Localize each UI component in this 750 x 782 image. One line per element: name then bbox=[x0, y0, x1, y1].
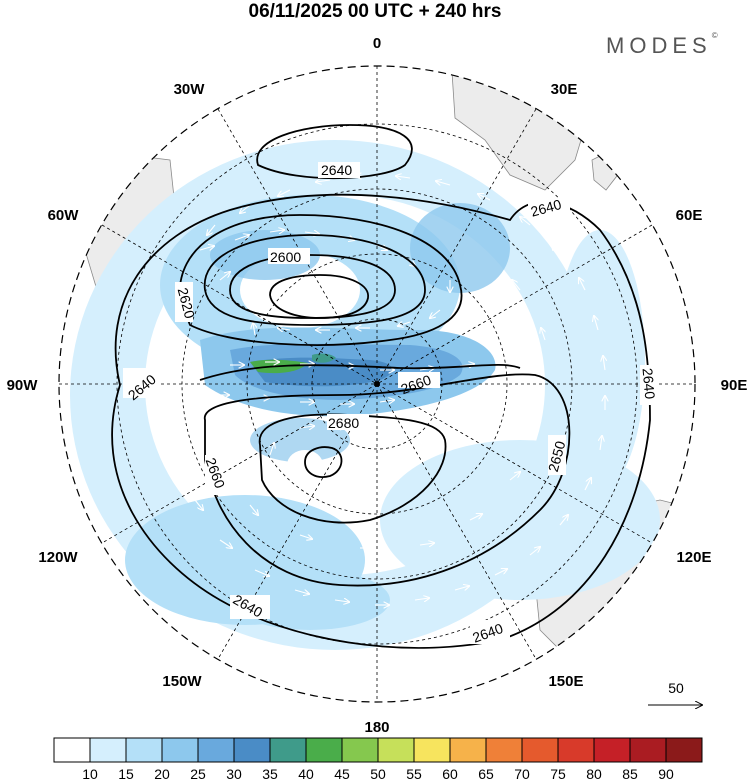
meridian-label-150e: 150E bbox=[548, 673, 583, 690]
colorbar-tick-label: 25 bbox=[190, 766, 206, 782]
meridian-label-0: 0 bbox=[373, 35, 381, 52]
map-boundary bbox=[58, 65, 696, 703]
colorbar-swatch bbox=[593, 737, 631, 763]
colorbar-tick-label: 45 bbox=[334, 766, 350, 782]
colorbar-swatch bbox=[629, 737, 667, 763]
contour-2660-outer bbox=[204, 373, 571, 587]
copyright-mark: © bbox=[711, 31, 718, 40]
colorbar-swatch bbox=[557, 737, 595, 763]
colorbar-swatch bbox=[161, 737, 199, 763]
colorbar-tick-label: 90 bbox=[658, 766, 674, 782]
colorbar-swatch bbox=[125, 737, 163, 763]
colorbar-tick-label: 80 bbox=[586, 766, 602, 782]
brand-logo: MODES© bbox=[606, 31, 718, 59]
wind-reference: 50 bbox=[648, 680, 702, 705]
contour-2700 bbox=[304, 446, 343, 478]
contour-2640-north bbox=[256, 124, 413, 180]
colorbar-ticks: 10 15 20 25 30 35 40 45 50 55 60 65 70 75 80 85 90 bbox=[82, 766, 674, 782]
colorbar-tick-label: 40 bbox=[298, 766, 314, 782]
colorbar-swatch bbox=[521, 737, 559, 763]
colorbar-tick-label: 50 bbox=[370, 766, 386, 782]
colorbar-swatch bbox=[305, 737, 343, 763]
meridian-label-150w: 150W bbox=[162, 673, 202, 690]
colorbar-tick-label: 70 bbox=[514, 766, 530, 782]
contour-label: 2680 bbox=[328, 415, 359, 431]
colorbar-swatch bbox=[665, 737, 703, 763]
colorbar-swatch bbox=[197, 737, 235, 763]
colorbar-tick-label: 15 bbox=[118, 766, 134, 782]
south-pole-marker bbox=[374, 381, 380, 387]
contour-label: 2640 bbox=[640, 367, 659, 400]
contour-2660-upper bbox=[199, 363, 521, 381]
meridian-label-120e: 120E bbox=[676, 549, 711, 566]
meridian-label-30w: 30W bbox=[174, 81, 206, 98]
wind-reference-value: 50 bbox=[668, 680, 684, 696]
colorbar-swatch bbox=[449, 737, 487, 763]
contour-label: 2650 bbox=[545, 439, 569, 473]
map-title: 06/11/2025 00 UTC + 240 hrs bbox=[248, 1, 502, 22]
contour-label: 2640 bbox=[321, 162, 352, 178]
meridian-label-120w: 120W bbox=[38, 549, 78, 566]
colorbar-tick-label: 55 bbox=[406, 766, 422, 782]
colorbar-tick-label: 35 bbox=[262, 766, 278, 782]
contour-2680 bbox=[258, 413, 447, 524]
colorbar-swatch bbox=[341, 737, 379, 763]
colorbar-tick-label: 30 bbox=[226, 766, 242, 782]
contour-label: 2640 bbox=[529, 196, 563, 220]
colorbar-swatch bbox=[485, 737, 523, 763]
colorbar-swatch bbox=[269, 737, 307, 763]
meridian-label-60w: 60W bbox=[48, 207, 80, 224]
meridian-label-60e: 60E bbox=[676, 207, 703, 224]
meridian-label-90w: 90W bbox=[7, 377, 39, 394]
contour-label: 2620 bbox=[175, 286, 199, 320]
colorbar-tick-label: 20 bbox=[154, 766, 170, 782]
brand-name: MODES bbox=[606, 33, 712, 58]
colorbar-tick-label: 75 bbox=[550, 766, 566, 782]
contour-2620 bbox=[178, 214, 463, 346]
colorbar-tick-label: 60 bbox=[442, 766, 458, 782]
contour-label: 2600 bbox=[270, 249, 301, 265]
colorbar-tick-label: 10 bbox=[82, 766, 98, 782]
colorbar-swatch bbox=[413, 737, 451, 763]
colorbar-tick-label: 65 bbox=[478, 766, 494, 782]
meridian-label-90e: 90E bbox=[721, 377, 748, 394]
contour-label-backgrounds bbox=[123, 162, 658, 644]
colorbar-swatch bbox=[53, 737, 91, 763]
meridian-label-30e: 30E bbox=[551, 81, 578, 98]
colorbar-tick-label: 85 bbox=[622, 766, 638, 782]
contour-2560 bbox=[269, 274, 369, 319]
meridian-label-180: 180 bbox=[364, 719, 389, 736]
map-disc: 2640 2640 2600 2620 2640 2660 2680 2660 … bbox=[59, 66, 695, 702]
colorbar-swatch bbox=[233, 737, 271, 763]
colorbar-swatch bbox=[89, 737, 127, 763]
colorbar bbox=[53, 737, 703, 763]
contour-2600 bbox=[203, 234, 426, 326]
colorbar-swatch bbox=[377, 737, 415, 763]
